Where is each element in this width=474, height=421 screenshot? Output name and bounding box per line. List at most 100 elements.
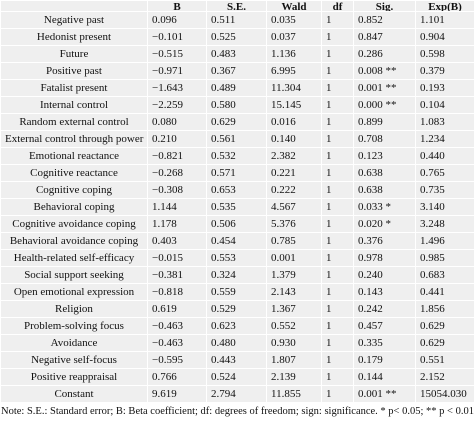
value-cell: 1.856: [416, 301, 474, 318]
value-cell: 2.794: [207, 386, 267, 403]
row-label: Positive reappraisal: [1, 369, 148, 386]
header-cell: Wald: [267, 1, 322, 12]
value-cell: 0.930: [267, 335, 322, 352]
value-cell: 1.496: [416, 233, 474, 250]
value-cell: 0.193: [416, 80, 474, 97]
value-cell: 0.708: [354, 131, 416, 148]
value-cell: 0.221: [267, 165, 322, 182]
value-cell: 0.525: [207, 29, 267, 46]
value-cell: 11.304: [267, 80, 322, 97]
value-cell: 0.653: [207, 182, 267, 199]
value-cell: 0.899: [354, 114, 416, 131]
value-cell: 1: [322, 46, 354, 63]
value-cell: 0.552: [267, 318, 322, 335]
value-cell: 0.852: [354, 12, 416, 29]
value-cell: 0.179: [354, 352, 416, 369]
row-label: Social support seeking: [1, 267, 148, 284]
value-cell: 0.735: [416, 182, 474, 199]
row-label: Behavioral coping: [1, 199, 148, 216]
value-cell: 3.248: [416, 216, 474, 233]
value-cell: 0.335: [354, 335, 416, 352]
value-cell: 0.580: [207, 97, 267, 114]
value-cell: −0.971: [148, 63, 207, 80]
value-cell: 0.144: [354, 369, 416, 386]
value-cell: 0.242: [354, 301, 416, 318]
value-cell: 6.995: [267, 63, 322, 80]
value-cell: 1.144: [148, 199, 207, 216]
value-cell: −0.381: [148, 267, 207, 284]
value-cell: −0.821: [148, 148, 207, 165]
value-cell: 1.101: [416, 12, 474, 29]
row-label: Hedonist present: [1, 29, 148, 46]
value-cell: 0.001 **: [354, 386, 416, 403]
value-cell: 0.629: [416, 335, 474, 352]
value-cell: −0.268: [148, 165, 207, 182]
value-cell: 0.483: [207, 46, 267, 63]
value-cell: 1.379: [267, 267, 322, 284]
value-cell: 0.904: [416, 29, 474, 46]
row-label: Random external control: [1, 114, 148, 131]
value-cell: 1: [322, 131, 354, 148]
value-cell: 1: [322, 12, 354, 29]
value-cell: 0.020 *: [354, 216, 416, 233]
row-label: Cognitive coping: [1, 182, 148, 199]
value-cell: 1: [322, 80, 354, 97]
value-cell: 0.016: [267, 114, 322, 131]
value-cell: 1: [322, 335, 354, 352]
value-cell: 0.457: [354, 318, 416, 335]
value-cell: 1.234: [416, 131, 474, 148]
value-cell: 2.143: [267, 284, 322, 301]
value-cell: 1: [322, 369, 354, 386]
value-cell: −2.259: [148, 97, 207, 114]
value-cell: 0.535: [207, 199, 267, 216]
value-cell: 0.511: [207, 12, 267, 29]
value-cell: 15054.030: [416, 386, 474, 403]
value-cell: 0.480: [207, 335, 267, 352]
value-cell: 0.035: [267, 12, 322, 29]
value-cell: 0.532: [207, 148, 267, 165]
value-cell: 0.765: [416, 165, 474, 182]
value-cell: 0.638: [354, 182, 416, 199]
value-cell: 0.096: [148, 12, 207, 29]
value-cell: 0.571: [207, 165, 267, 182]
value-cell: 1: [322, 63, 354, 80]
value-cell: 1.807: [267, 352, 322, 369]
value-cell: 1: [322, 199, 354, 216]
value-cell: 0.443: [207, 352, 267, 369]
value-cell: −0.463: [148, 318, 207, 335]
value-cell: −0.818: [148, 284, 207, 301]
header-cell: Exp(B): [416, 1, 474, 12]
header-cell: [1, 1, 148, 12]
value-cell: 0.008 **: [354, 63, 416, 80]
value-cell: 0.376: [354, 233, 416, 250]
value-cell: −0.595: [148, 352, 207, 369]
value-cell: 0.037: [267, 29, 322, 46]
value-cell: 2.382: [267, 148, 322, 165]
value-cell: 0.324: [207, 267, 267, 284]
header-cell: B: [148, 1, 207, 12]
row-label: External control through power: [1, 131, 148, 148]
value-cell: 0.553: [207, 250, 267, 267]
value-cell: 0.001: [267, 250, 322, 267]
value-cell: −0.515: [148, 46, 207, 63]
value-cell: −0.015: [148, 250, 207, 267]
value-cell: 0.985: [416, 250, 474, 267]
value-cell: −1.643: [148, 80, 207, 97]
row-label: Open emotional expression: [1, 284, 148, 301]
value-cell: 0.629: [416, 318, 474, 335]
value-cell: −0.308: [148, 182, 207, 199]
table-note: Note: S.E.: Standard error; B: Beta coef…: [0, 403, 474, 421]
value-cell: 0.286: [354, 46, 416, 63]
